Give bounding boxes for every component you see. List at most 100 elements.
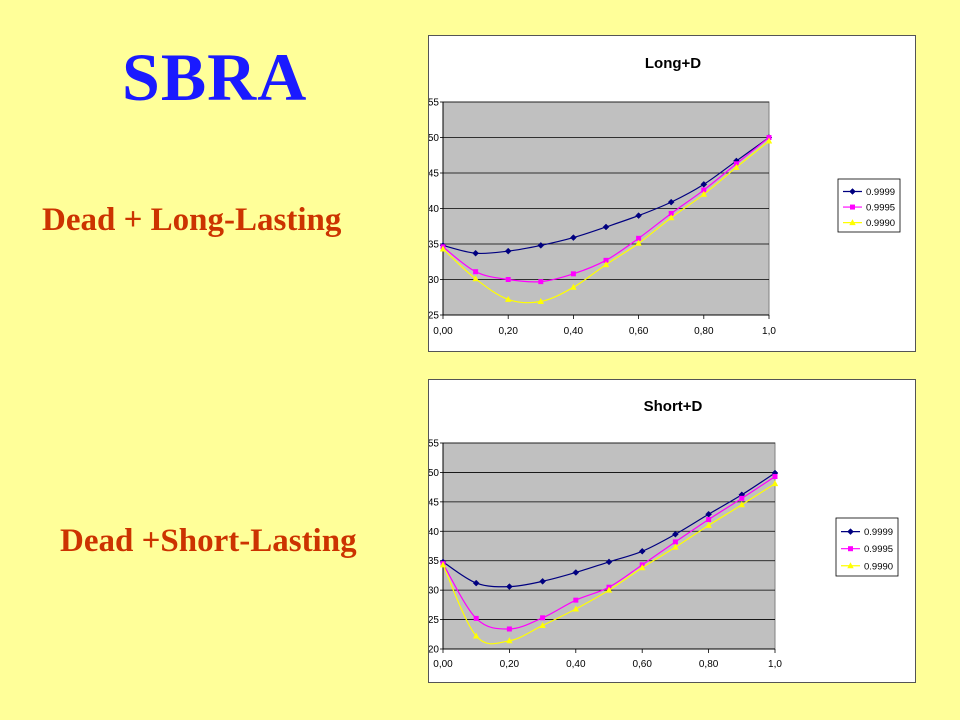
y-tick-label: 1,25 [429,615,439,626]
data-point [570,234,577,241]
data-point [473,615,479,621]
data-point [705,521,712,528]
data-point [700,181,708,188]
data-point [766,135,772,140]
data-point [537,298,544,305]
slide-title: SBRA [122,39,308,115]
legend-marker [847,528,854,536]
series-points-0.9990 [439,137,773,305]
data-point [439,245,447,252]
plot-area [442,442,776,650]
y-tick-label: 1,50 [429,468,439,479]
legend-marker [849,219,856,226]
data-point [572,605,579,612]
x-tick-label: 1,0 [768,659,782,670]
data-point [668,210,674,216]
legend-entry: 0.9995 [864,544,893,555]
x-tick-label: 0,40 [564,326,584,337]
legend-entry: 0.9990 [864,561,893,572]
data-point [439,561,447,568]
y-tick-label: 1,30 [429,275,439,286]
y-tick-label: 1,30 [429,586,439,597]
data-point [701,187,707,193]
legend-entry: 0.9990 [866,218,895,229]
y-tick-label: 1,35 [429,556,439,567]
data-point [504,247,512,255]
legend-marker [847,562,854,569]
data-point [539,621,546,628]
data-point [772,474,778,480]
data-point [638,547,646,555]
chart-title: Long+D [645,55,701,72]
data-point [672,530,679,538]
x-tick-label: 0,00 [433,659,453,670]
series-points-0.9995 [440,135,772,285]
data-point [602,223,610,231]
x-tick-label: 0,80 [699,659,719,670]
caption-long-lasting: Dead + Long-Lasting [42,202,342,238]
data-point [540,615,546,621]
data-point [733,163,740,170]
legend-marker [850,204,855,210]
data-point [505,295,512,302]
legend-entry: 0.9999 [866,187,895,198]
y-tick-label: 1,55 [429,439,439,450]
y-tick-label: 1,55 [429,98,439,109]
x-tick-label: 0,60 [632,659,652,670]
data-point [537,242,545,249]
legend-marker [849,188,856,195]
x-tick-label: 0,60 [629,326,649,337]
series-points-0.9999 [439,469,779,590]
x-tick-label: 0,20 [498,326,518,337]
y-tick-label: 1,45 [429,497,439,508]
x-tick-label: 1,0 [762,326,776,337]
data-point [570,283,577,290]
chart-short-d-svg: Short+D 1,20 1,25 1,30 1,35 1,40 1,45 1,50 1,55 0… [420,398,899,670]
data-point [765,137,773,144]
legend-entry: 0.9999 [864,527,893,538]
data-point [605,558,613,566]
data-point [667,198,675,206]
chart-long-d: Long+D 1,25 1,30 1,35 1,40 1,45 1,50 1,55 0,00 0,… [420,35,916,352]
data-point [505,277,511,282]
series-points-0.9990 [439,480,779,644]
chart-title: Short+D [644,398,703,415]
data-point [739,495,745,501]
data-point [603,257,609,263]
data-point [602,261,610,268]
data-point [672,543,679,550]
data-point [639,564,646,571]
data-point [570,271,576,277]
data-point [605,586,613,593]
y-tick-label: 1,50 [429,133,439,144]
y-tick-label: 1,35 [429,240,439,251]
data-point [635,239,642,246]
data-point [733,161,739,167]
data-point [538,279,544,285]
chart-short-d: Short+D 1,20 1,25 1,30 1,35 1,40 1,45 1,50 1,55 0… [420,379,916,683]
legend-marker [848,546,853,552]
y-tick-label: 1,25 [429,311,439,322]
data-point [635,212,642,219]
legend-entry: 0.9995 [866,203,895,214]
data-point [472,275,479,282]
data-point [539,577,546,585]
x-tick-label: 0,40 [566,659,586,670]
y-tick-label: 1,40 [429,527,439,538]
data-point [506,626,512,632]
data-point [700,190,707,197]
data-point [672,539,678,545]
data-point [573,597,579,603]
data-point [771,480,779,487]
data-point [473,632,480,639]
y-tick-label: 1,40 [429,204,439,215]
data-point [706,517,712,523]
caption-short-lasting: Dead +Short-Lasting [60,523,357,559]
data-point [506,637,513,644]
data-point [472,579,480,587]
data-point [506,583,513,590]
x-tick-label: 0,80 [694,326,714,337]
data-point [473,269,479,275]
x-tick-label: 0,00 [433,326,453,337]
chart-long-d-svg: Long+D 1,25 1,30 1,35 1,40 1,45 1,50 1,55 0,00 0,… [420,55,901,337]
